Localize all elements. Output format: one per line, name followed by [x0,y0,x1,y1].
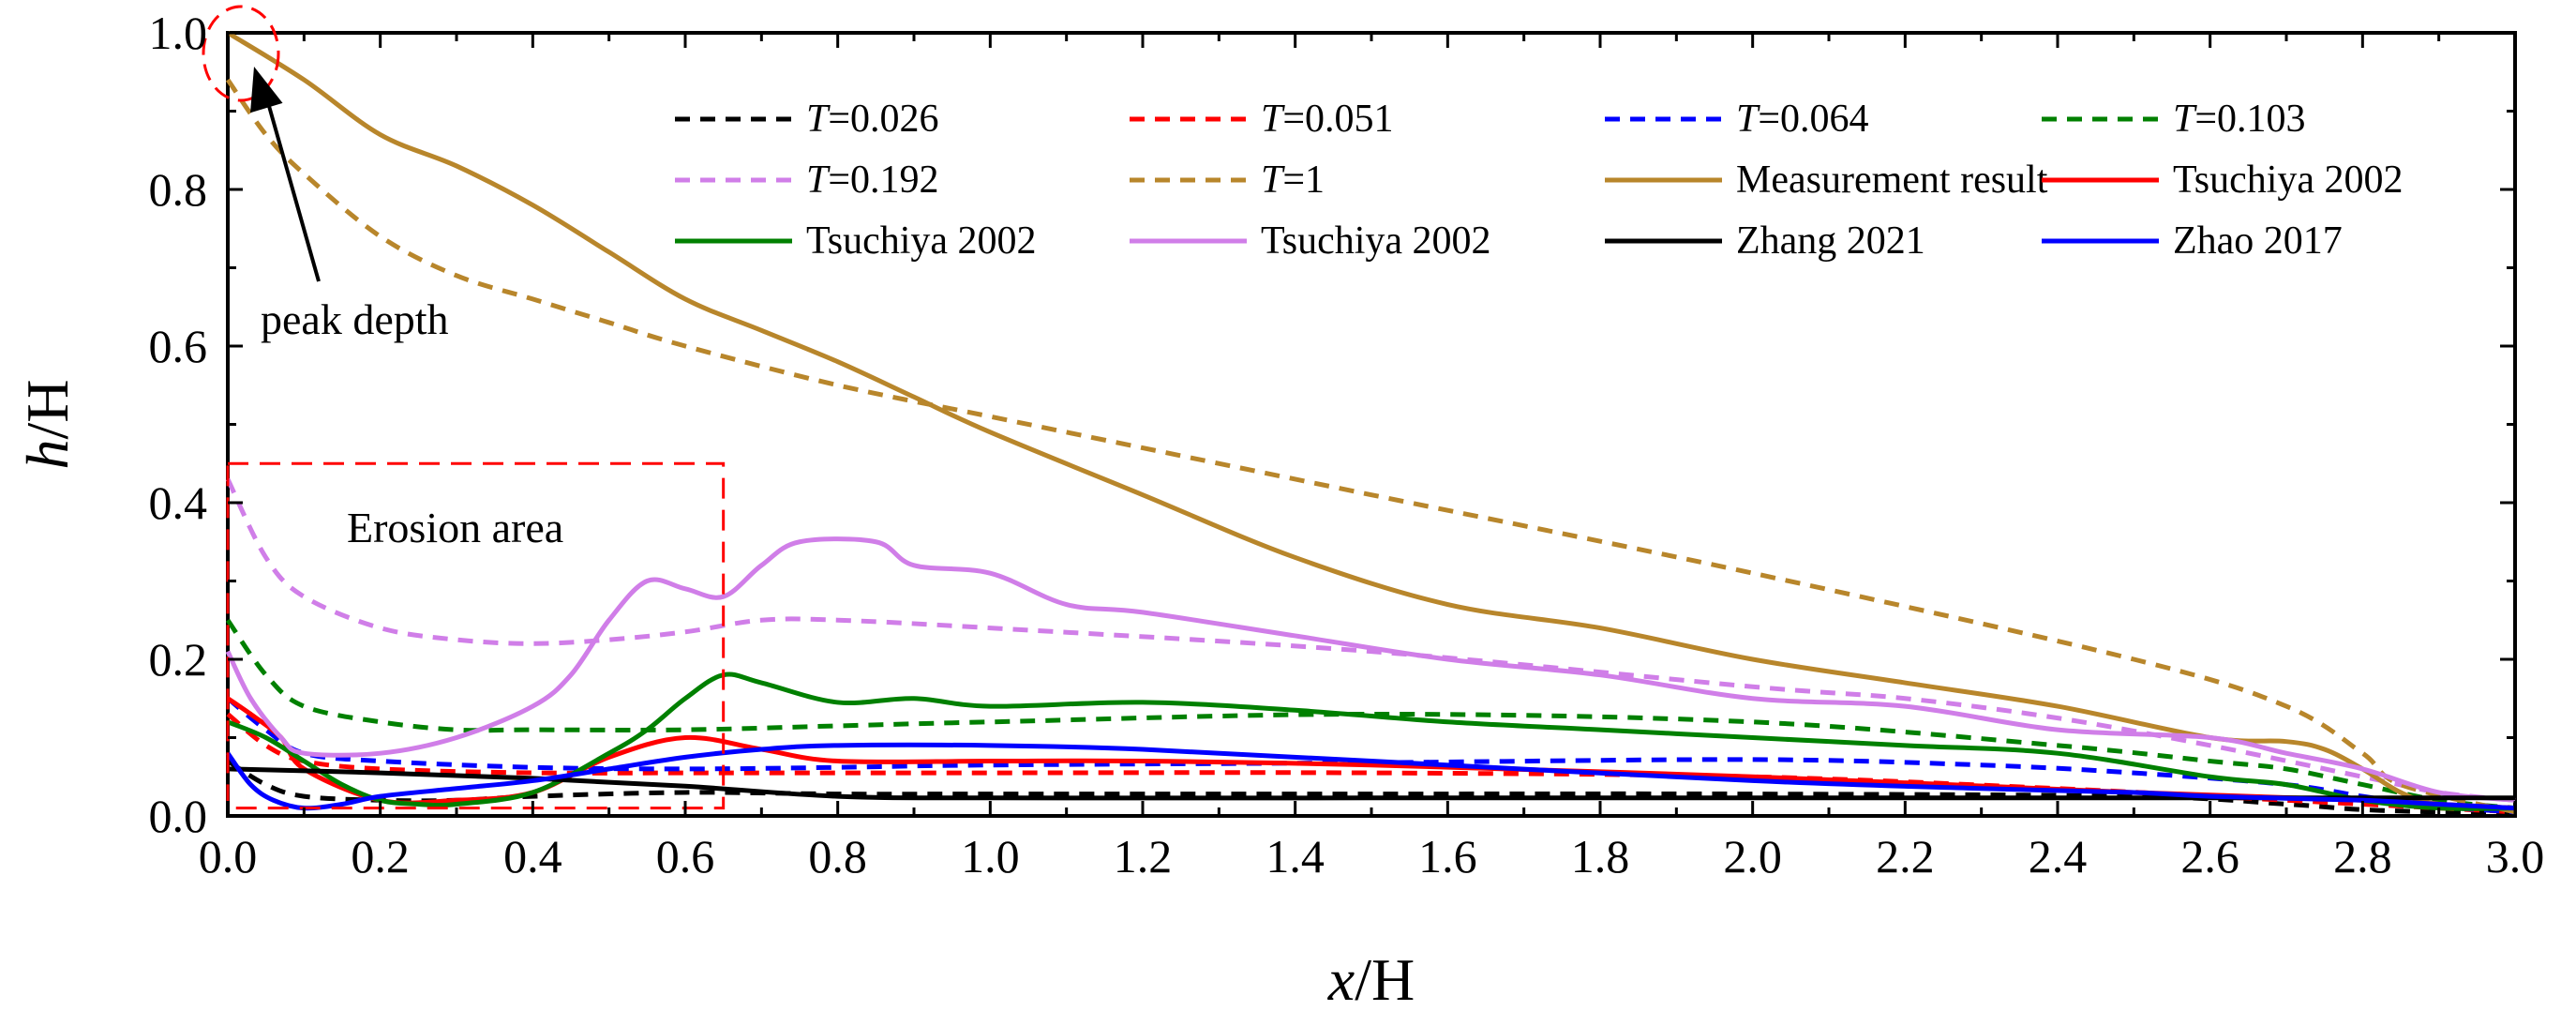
x-tick-label: 1.0 [961,830,1020,883]
x-tick-label: 0.2 [351,830,410,883]
x-axis: 0.0 0.2 0.4 0.6 0.8 1.0 1.2 1.4 1.6 1.8 2.0 2.2 2.4 2… [199,33,2545,883]
x-tick-label: 3.0 [2486,830,2545,883]
legend-label-9: Tsuchiya 2002 [1261,219,1491,263]
plot-frame [226,31,2517,818]
y-tick-label: 1.0 [149,7,208,59]
x-tick-label: 0.0 [199,830,258,883]
series-line-8 [227,671,2516,811]
y-tick-label: 0.6 [149,320,208,372]
y-tick-label: 0.8 [149,163,208,216]
series-layer [225,30,2516,816]
y-tick-label: 0.4 [149,476,208,529]
legend-label-11: Zhao 2017 [2173,219,2343,263]
y-tick-label: 0.0 [149,790,208,842]
x-tick-label: 0.6 [656,830,715,883]
y-axis: 0.0 0.2 0.4 0.6 0.8 1.0 [149,7,2515,842]
legend-label-10: Zhang 2021 [1736,219,1925,263]
y-axis-title: h/H [14,380,81,470]
series-line-9 [225,536,2516,803]
x-tick-label: 1.2 [1114,830,1173,883]
series-line-11 [225,742,2516,811]
peak-depth-circle [202,5,280,102]
x-tick-label: 0.4 [503,830,562,883]
x-tick-label: 2.4 [2029,830,2088,883]
legend-label-8: Tsuchiya 2002 [806,219,1037,263]
erosion-area-label: Erosion area [347,504,563,551]
x-tick-label: 2.0 [1723,830,1782,883]
x-axis-title: x/H [1327,946,1415,1013]
series-line-10 [227,766,2515,801]
x-tick-label: 1.6 [1418,830,1477,883]
x-tick-label: 2.8 [2333,830,2392,883]
x-tick-label: 0.8 [808,830,867,883]
x-tick-label: 2.6 [2180,830,2239,883]
peak-depth-label: peak depth [261,295,449,343]
series-line-6 [226,30,2516,811]
legend-label-6: Measurement result [1736,158,2048,202]
legend-label-0: T=0.026 [806,98,939,141]
y-tick-label: 0.2 [149,633,208,686]
legend-label-7: Tsuchiya 2002 [2173,158,2404,202]
series-line-5 [225,78,2516,815]
x-tick-label: 1.8 [1571,830,1630,883]
x-tick-label: 2.2 [1876,830,1935,883]
legend-label-4: T=0.192 [806,158,939,202]
annotation-layer: Erosion area peak depth [202,5,726,810]
legend-label-1: T=0.051 [1261,98,1394,141]
legend-label-2: T=0.064 [1736,98,1869,141]
series-line-4 [225,477,2516,803]
legend-label-3: T=0.103 [2173,98,2306,141]
peak-depth-arrow [263,92,321,282]
legend: T=0.026 T=0.051 T=0.064 T=0.103 T=0.192 T=1 Me… [675,98,2404,263]
erosion-area-box [226,461,726,810]
x-tick-label: 1.4 [1266,830,1325,883]
series-line-3 [225,618,2516,811]
peak-depth-arrowhead [250,67,283,113]
legend-label-5: T=1 [1261,158,1325,202]
